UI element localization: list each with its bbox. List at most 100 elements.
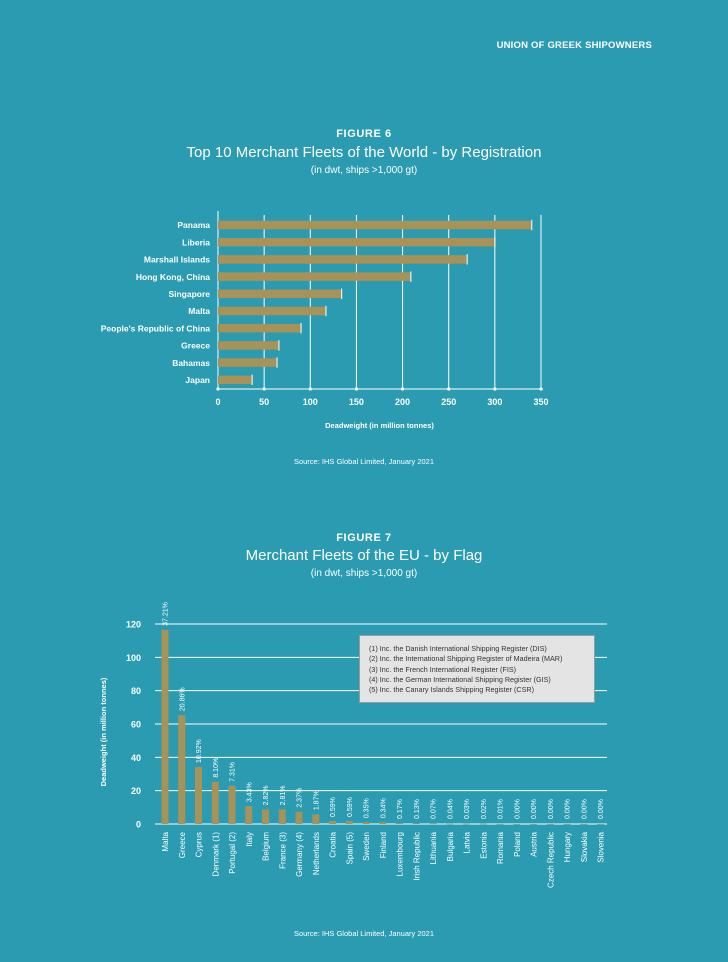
data-label: 0.13%	[414, 799, 421, 819]
footnote-1: (1) Inc. the Danish International Shippi…	[369, 644, 547, 653]
x-tick-label: 150	[349, 397, 364, 407]
category-label: Slovakia	[580, 831, 589, 862]
bar	[218, 375, 253, 385]
category-label: Belgium	[262, 832, 271, 861]
data-label: 0.07%	[431, 799, 438, 819]
figure-7-chart: 0 20 40 60 80 100 120 Deadweight (in million to…	[99, 602, 607, 888]
publisher-header: UNION OF GREEK SHIPOWNERS	[496, 40, 652, 51]
footnote-5: (5) Inc. the Canary Islands Shipping Reg…	[369, 685, 534, 695]
data-label: 1.87%	[313, 790, 320, 810]
bar	[228, 785, 236, 824]
category-label: Greece	[178, 831, 187, 858]
y-tick-label: 80	[131, 686, 141, 696]
x-tick-label: 200	[395, 397, 410, 407]
data-label: 0.34%	[380, 798, 387, 818]
category-label: Latvia	[463, 831, 472, 853]
category-label: Poland	[513, 832, 522, 857]
figure-6-label: FIGURE 6	[336, 128, 392, 140]
data-label: 0.00%	[514, 799, 521, 819]
category-label: Spain (5)	[345, 832, 354, 865]
y-tick-label: 60	[131, 720, 141, 730]
category-label: Hong Kong, China	[136, 272, 210, 282]
category-label: Marshall Islands	[144, 255, 210, 265]
category-label: Hungary	[563, 832, 572, 862]
category-label: Netherlands	[312, 832, 321, 875]
y-tick-label: 40	[131, 753, 141, 763]
bar	[218, 255, 468, 264]
category-label: Portugal (2)	[228, 832, 237, 874]
footnote-legend: (1) Inc. the Danish International Shippi…	[359, 635, 595, 703]
category-label: Romania	[496, 831, 505, 864]
bar	[218, 306, 326, 316]
category-label: Austria	[530, 831, 539, 856]
category-label: Italy	[245, 832, 254, 847]
figure-7-subtitle: (in dwt, ships >1,000 gt)	[310, 568, 418, 579]
figure-6-source: Source: IHS Global Limited, January 2021	[293, 457, 435, 466]
bar	[278, 809, 286, 824]
bar	[379, 822, 387, 824]
data-label: 0.35%	[364, 798, 371, 818]
category-label: Cyprus	[195, 832, 204, 857]
bar	[218, 272, 411, 281]
category-label: Liberia	[182, 237, 210, 247]
figure-7-label: FIGURE 7	[336, 532, 392, 544]
x-tick-label: 50	[259, 397, 269, 407]
x-tick-label: 300	[487, 397, 502, 407]
y-tick-label: 120	[126, 620, 141, 630]
category-label: Croatia	[329, 831, 338, 857]
bar	[218, 289, 342, 299]
category-label: Bahamas	[172, 358, 210, 368]
category-label: Malta	[188, 306, 210, 316]
y-axis-title: Deadweight (in million tonnes)	[99, 677, 108, 786]
bar	[312, 814, 320, 824]
x-tick-label: 0	[215, 397, 220, 407]
category-label: Slovenia	[597, 831, 606, 862]
figure-7-source: Source: IHS Global Limited, January 2021	[293, 929, 435, 938]
bar	[218, 323, 302, 333]
x-axis-title: Deadweight (in million tonnes)	[325, 421, 434, 430]
x-tick-label: 250	[441, 397, 456, 407]
footnote-3: (3) Inc. the French International Regist…	[369, 664, 517, 674]
category-label: Singapore	[168, 289, 210, 299]
bar	[178, 715, 186, 824]
data-label: 0.00%	[598, 799, 605, 819]
data-label: 0.00%	[531, 799, 538, 819]
data-label: 8.10%	[213, 758, 220, 778]
figure-6-subtitle: (in dwt, ships >1,000 gt)	[310, 165, 418, 176]
footnote-4: (4) Inc. the German International Shippi…	[369, 674, 551, 684]
x-tick-label: 350	[533, 397, 548, 407]
data-label: 0.00%	[581, 799, 588, 819]
data-label: 0.03%	[464, 799, 471, 819]
bar	[295, 811, 303, 824]
y-tick-label: 100	[126, 653, 141, 663]
bar	[161, 629, 169, 824]
category-label: France (3)	[278, 832, 287, 869]
category-label: Sweden	[362, 832, 371, 861]
data-label: 0.59%	[330, 797, 337, 817]
bar	[218, 341, 279, 350]
category-label: Germany (4)	[295, 832, 304, 877]
data-label: 10.92%	[196, 739, 203, 763]
data-label: 0.00%	[565, 799, 572, 819]
data-label: 7.31%	[230, 762, 237, 782]
data-label: 0.01%	[498, 799, 505, 819]
data-label: 0.02%	[481, 799, 488, 819]
category-label: Estonia	[479, 831, 488, 858]
figure-6-chart: 0 50 100 150 200 250 300 350 Panama Liberia Marsha…	[101, 211, 549, 430]
category-label: Japan	[185, 375, 210, 385]
y-tick-label: 20	[131, 786, 141, 796]
data-label: 37.21%	[163, 602, 170, 626]
data-label: 0.04%	[447, 799, 454, 819]
data-label: 20.86%	[179, 687, 186, 711]
figure-6-title: Top 10 Merchant Fleets of the World - by…	[186, 144, 542, 161]
bar	[262, 809, 269, 824]
category-label: Irish Republic	[412, 832, 421, 880]
category-label: Bulgaria	[446, 831, 455, 861]
data-label: 0.00%	[548, 799, 555, 819]
bar	[345, 821, 353, 824]
data-label: 2.81%	[280, 785, 287, 805]
bar	[412, 823, 420, 824]
bar	[211, 781, 219, 824]
category-label: Malta	[161, 831, 170, 851]
category-label: Greece	[181, 341, 210, 351]
